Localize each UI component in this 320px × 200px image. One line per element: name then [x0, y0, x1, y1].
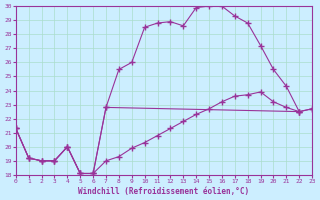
X-axis label: Windchill (Refroidissement éolien,°C): Windchill (Refroidissement éolien,°C)	[78, 187, 250, 196]
